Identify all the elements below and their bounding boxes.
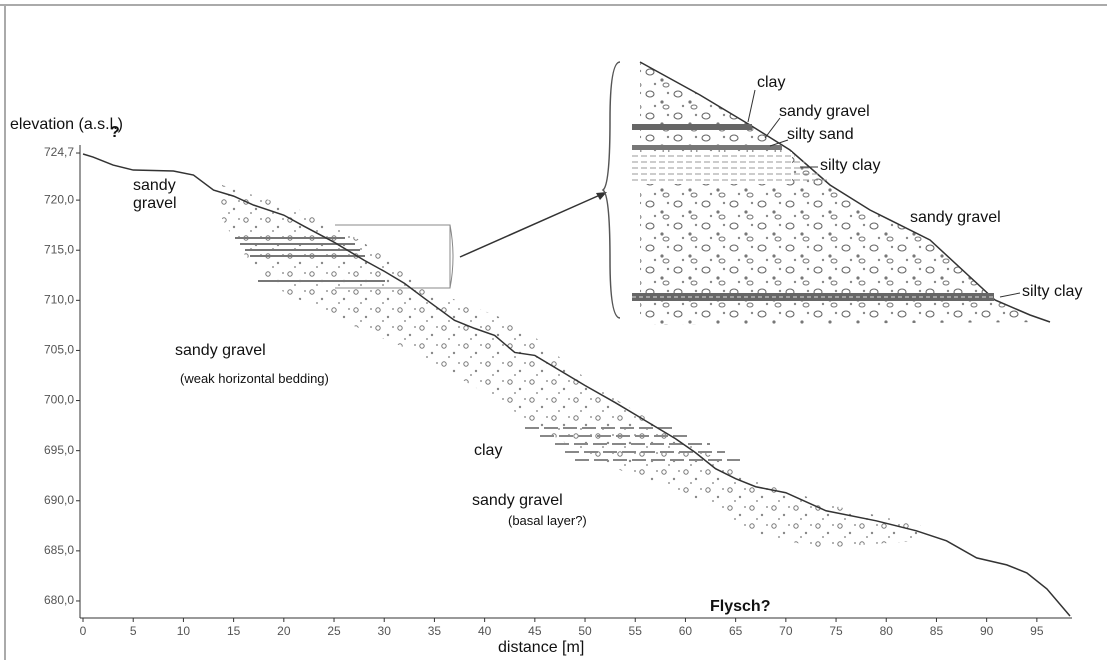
x-tick-label: 15 xyxy=(227,624,241,638)
annotation: Flysch? xyxy=(710,598,771,615)
detail-bracket xyxy=(335,224,454,289)
x-tick-label: 85 xyxy=(930,624,944,638)
annotation: (weak horizontal bedding) xyxy=(180,371,329,386)
x-tick-label: 95 xyxy=(1030,624,1044,638)
annotation: sandy gravel xyxy=(472,492,563,509)
x-axis-label: distance [m] xyxy=(498,639,585,656)
x-tick-label: 90 xyxy=(980,624,994,638)
annotation: clay xyxy=(474,442,503,459)
x-tick-label: 40 xyxy=(478,624,492,638)
arrow-head xyxy=(596,192,607,200)
y-tick-label: 705,0 xyxy=(44,343,74,357)
inset-bracket xyxy=(601,61,621,319)
x-tick-label: 65 xyxy=(729,624,743,638)
x-tick-label: 50 xyxy=(578,624,592,638)
ground-profile xyxy=(82,153,1071,617)
y-tick-label: 715,0 xyxy=(44,242,74,256)
y-tick-label: 680,0 xyxy=(44,593,74,607)
x-tick-label: 10 xyxy=(177,624,191,638)
annotation: sandy gravel xyxy=(175,342,266,359)
x-tick-label: 35 xyxy=(428,624,442,638)
y-tick-label: 690,0 xyxy=(44,493,74,507)
annotation: ? xyxy=(110,124,120,141)
y-tick-label: 695,0 xyxy=(44,443,74,457)
y-axis-label: elevation (a.s.l.) xyxy=(10,116,123,133)
x-tick-label: 25 xyxy=(327,624,341,638)
x-tick-label: 75 xyxy=(829,624,843,638)
label-pointers xyxy=(747,89,1021,298)
y-tick-label: 685,0 xyxy=(44,543,74,557)
inset-label: silty clay xyxy=(1022,283,1083,300)
inset-label: sandy gravel xyxy=(910,209,1001,226)
inset-profile xyxy=(639,61,1051,323)
y-tick-label: 710,0 xyxy=(44,293,74,307)
inset-layers xyxy=(632,124,994,301)
x-tick-label: 70 xyxy=(779,624,793,638)
x-tick-label: 45 xyxy=(528,624,542,638)
x-tick-label: 0 xyxy=(80,624,87,638)
y-tick-label: 720,0 xyxy=(44,192,74,206)
detail-arrow xyxy=(459,194,601,258)
x-tick-label: 20 xyxy=(277,624,291,638)
annotation: (basal layer?) xyxy=(508,513,587,528)
inset-label: silty clay xyxy=(820,157,881,174)
x-tick-label: 5 xyxy=(130,624,137,638)
x-tick-label: 55 xyxy=(629,624,643,638)
y-tick-label: 724,7 xyxy=(44,145,74,159)
sandy-gravel-layer xyxy=(220,185,930,548)
x-tick-label: 30 xyxy=(378,624,392,638)
y-tick-label: 700,0 xyxy=(44,393,74,407)
inset-label: sandy gravel xyxy=(779,103,870,120)
annotation: sandy gravel xyxy=(133,177,177,212)
inset-label: silty sand xyxy=(787,126,854,143)
inset-label: clay xyxy=(757,74,786,91)
clay-stripes xyxy=(525,427,740,461)
x-tick-label: 80 xyxy=(880,624,894,638)
x-tick-label: 60 xyxy=(679,624,693,638)
